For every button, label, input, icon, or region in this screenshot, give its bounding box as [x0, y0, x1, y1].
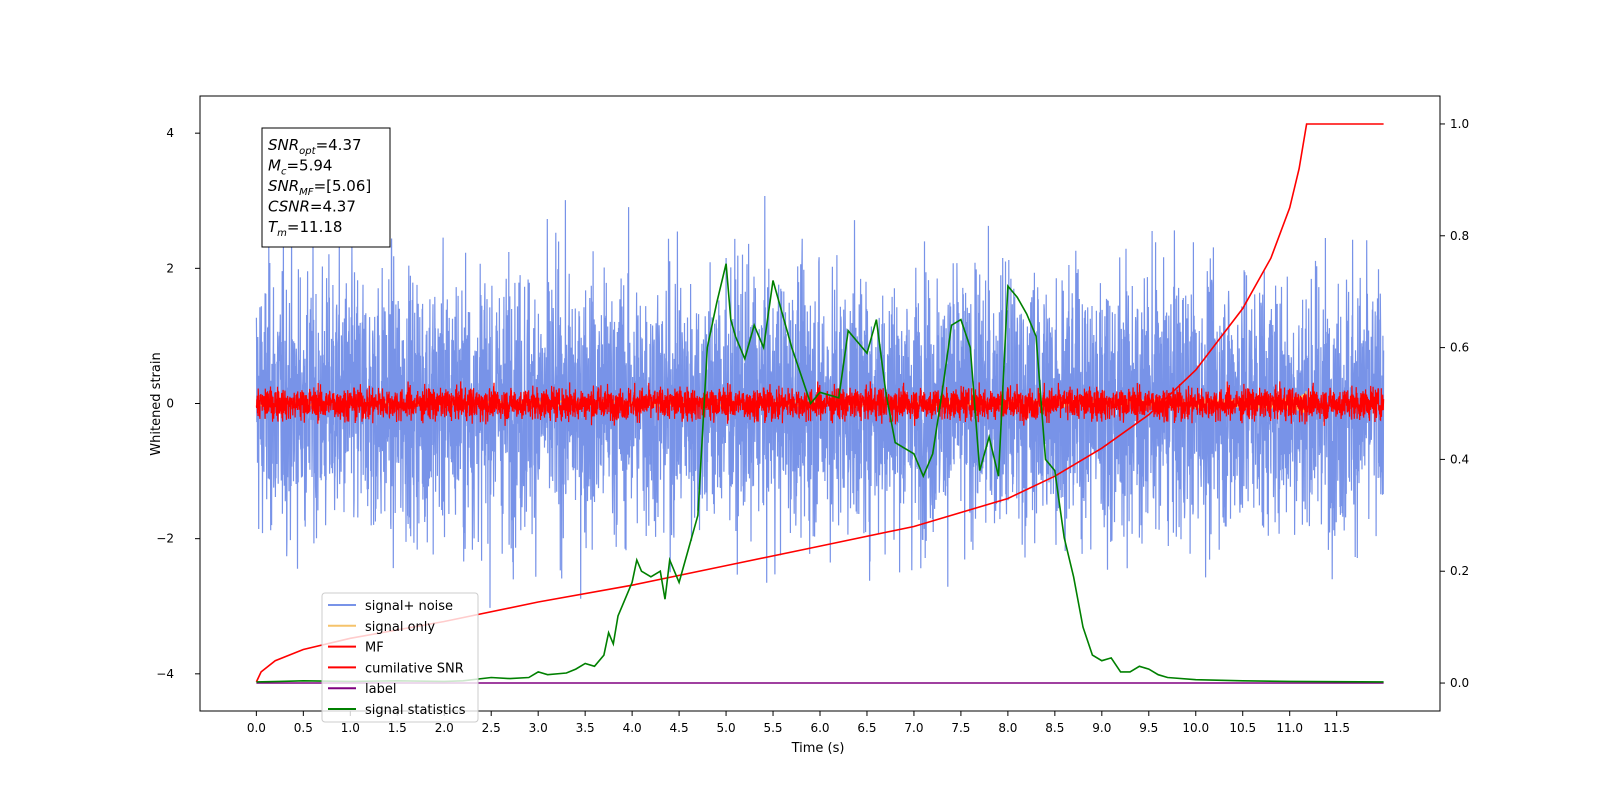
legend-label-label: label: [365, 682, 396, 697]
annotation-line: Tm=11.18: [268, 218, 342, 239]
x-tick-label: 10.5: [1229, 721, 1256, 735]
x-tick-label: 1.0: [341, 721, 360, 735]
x-tick-label: 4.0: [623, 721, 642, 735]
y-tick-label: 2: [166, 261, 174, 275]
legend-label-signal-statistics: signal statistics: [365, 703, 466, 718]
legend-label-signal-only: signal only: [365, 620, 435, 635]
y-tick-label: 0: [166, 397, 174, 411]
y-axis-label: Whitened strain: [149, 352, 164, 455]
x-tick-label: 1.5: [388, 721, 407, 735]
legend-label-mf: MF: [365, 641, 384, 656]
annotation-line: CSNR=4.37: [268, 198, 356, 216]
y2-tick-label: 0.4: [1450, 452, 1469, 466]
x-axis: 0.0 0.5 1.0 1.5 2.0 2.5 3.0 3.5 4.0 4.5 5.0 5.5 6.0 6…: [247, 711, 1350, 735]
x-tick-label: 11.0: [1276, 721, 1303, 735]
y-tick-label: −2: [156, 532, 174, 546]
annotation-frame: [261, 127, 391, 248]
x-tick-label: 3.5: [576, 721, 595, 735]
annotation-line: Mc=5.94: [268, 157, 332, 178]
y2-tick-label: 0.2: [1450, 564, 1469, 578]
y-axis-right: 0.0 0.2 0.4 0.6 0.8 1.0: [1440, 117, 1469, 690]
legend-label-signal-noise: signal+ noise: [365, 599, 453, 614]
x-tick-label: 6.0: [810, 721, 829, 735]
x-tick-label: 8.5: [1045, 721, 1064, 735]
x-tick-label: 11.5: [1323, 721, 1350, 735]
y-tick-label: 4: [166, 126, 174, 140]
x-tick-label: 7.5: [951, 721, 970, 735]
y2-tick-label: 0.6: [1450, 341, 1469, 355]
x-tick-label: 5.0: [717, 721, 736, 735]
legend: signal+ noise signal only MF cumilative SNR…: [321, 592, 479, 723]
x-tick-label: 2.0: [435, 721, 454, 735]
annotation-line: SNRMF=[5.06]: [268, 177, 371, 198]
legend-label-cumilative-snr: cumilative SNR: [365, 661, 464, 676]
y2-tick-label: 0.8: [1450, 229, 1469, 243]
series-signal-statistics: [256, 263, 1384, 683]
legend-frame: [321, 592, 479, 723]
series-mf: [255, 381, 1385, 426]
x-tick-label: 9.0: [1092, 721, 1111, 735]
x-tick-label: 0.0: [247, 721, 266, 735]
y2-tick-label: 0.0: [1450, 676, 1469, 690]
x-tick-label: 3.0: [529, 721, 548, 735]
x-tick-label: 10.0: [1182, 721, 1209, 735]
y-tick-label: −4: [156, 667, 174, 681]
x-tick-label: 5.5: [763, 721, 782, 735]
x-tick-label: 0.5: [294, 721, 313, 735]
x-tick-label: 9.5: [1139, 721, 1158, 735]
x-tick-label: 7.0: [904, 721, 923, 735]
x-tick-label: 8.0: [998, 721, 1017, 735]
y-axis-left: −4 −2 0 2 4: [156, 126, 200, 681]
x-axis-label: Time (s): [791, 741, 845, 756]
y2-tick-label: 1.0: [1450, 117, 1469, 131]
x-tick-label: 4.5: [670, 721, 689, 735]
x-tick-label: 6.5: [857, 721, 876, 735]
x-tick-label: 2.5: [482, 721, 501, 735]
annotation-line: SNRopt=4.37: [268, 136, 362, 157]
